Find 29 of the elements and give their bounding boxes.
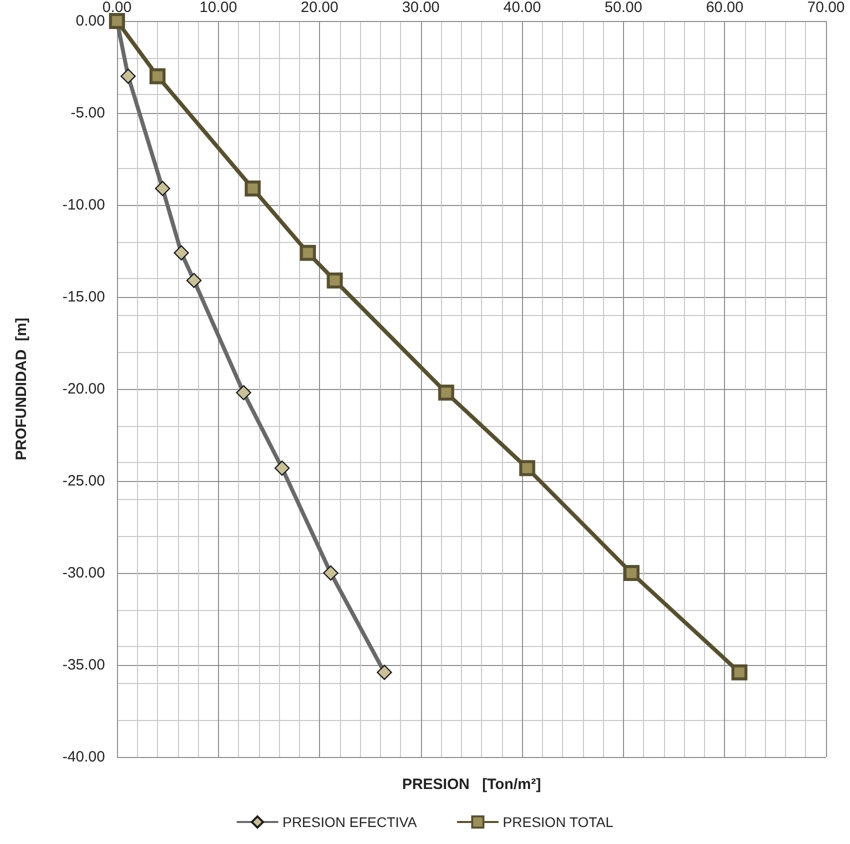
y-tick-label: 0.00 <box>76 12 105 30</box>
legend-label: PRESION TOTAL <box>502 814 614 830</box>
y-tick-label: -10.00 <box>62 196 105 214</box>
y-tick-label: -25.00 <box>62 472 105 490</box>
point <box>731 664 748 680</box>
point <box>244 180 261 196</box>
x-tick-label: 50.00 <box>604 0 642 16</box>
x-tick-label: 40.00 <box>503 0 541 16</box>
x-tick-label: 70.00 <box>807 0 845 16</box>
y-tick-label: -40.00 <box>62 748 105 766</box>
x-tick-label: 10.00 <box>200 0 238 16</box>
y-tick-label: -30.00 <box>62 564 105 582</box>
y-tick-label: -15.00 <box>62 288 105 306</box>
x-tick-label: 0.00 <box>102 0 132 16</box>
y-tick-label: -20.00 <box>62 380 105 398</box>
point <box>438 384 454 401</box>
point <box>624 565 640 581</box>
point <box>519 460 536 476</box>
y-tick-label: -5.00 <box>70 104 105 122</box>
x-tick-label: 60.00 <box>706 0 744 16</box>
legend-label: PRESION EFECTIVA <box>282 814 418 830</box>
point <box>150 68 166 84</box>
x-tick-label: 30.00 <box>402 0 440 16</box>
y-tick-label: -35.00 <box>62 656 105 674</box>
y-axis-title: PROFUNDIDAD [m] <box>13 318 30 460</box>
point <box>326 272 343 288</box>
x-tick-label: 20.00 <box>300 0 338 16</box>
x-axis-title: PRESION [Ton/m²] <box>402 776 541 793</box>
point <box>300 244 316 261</box>
